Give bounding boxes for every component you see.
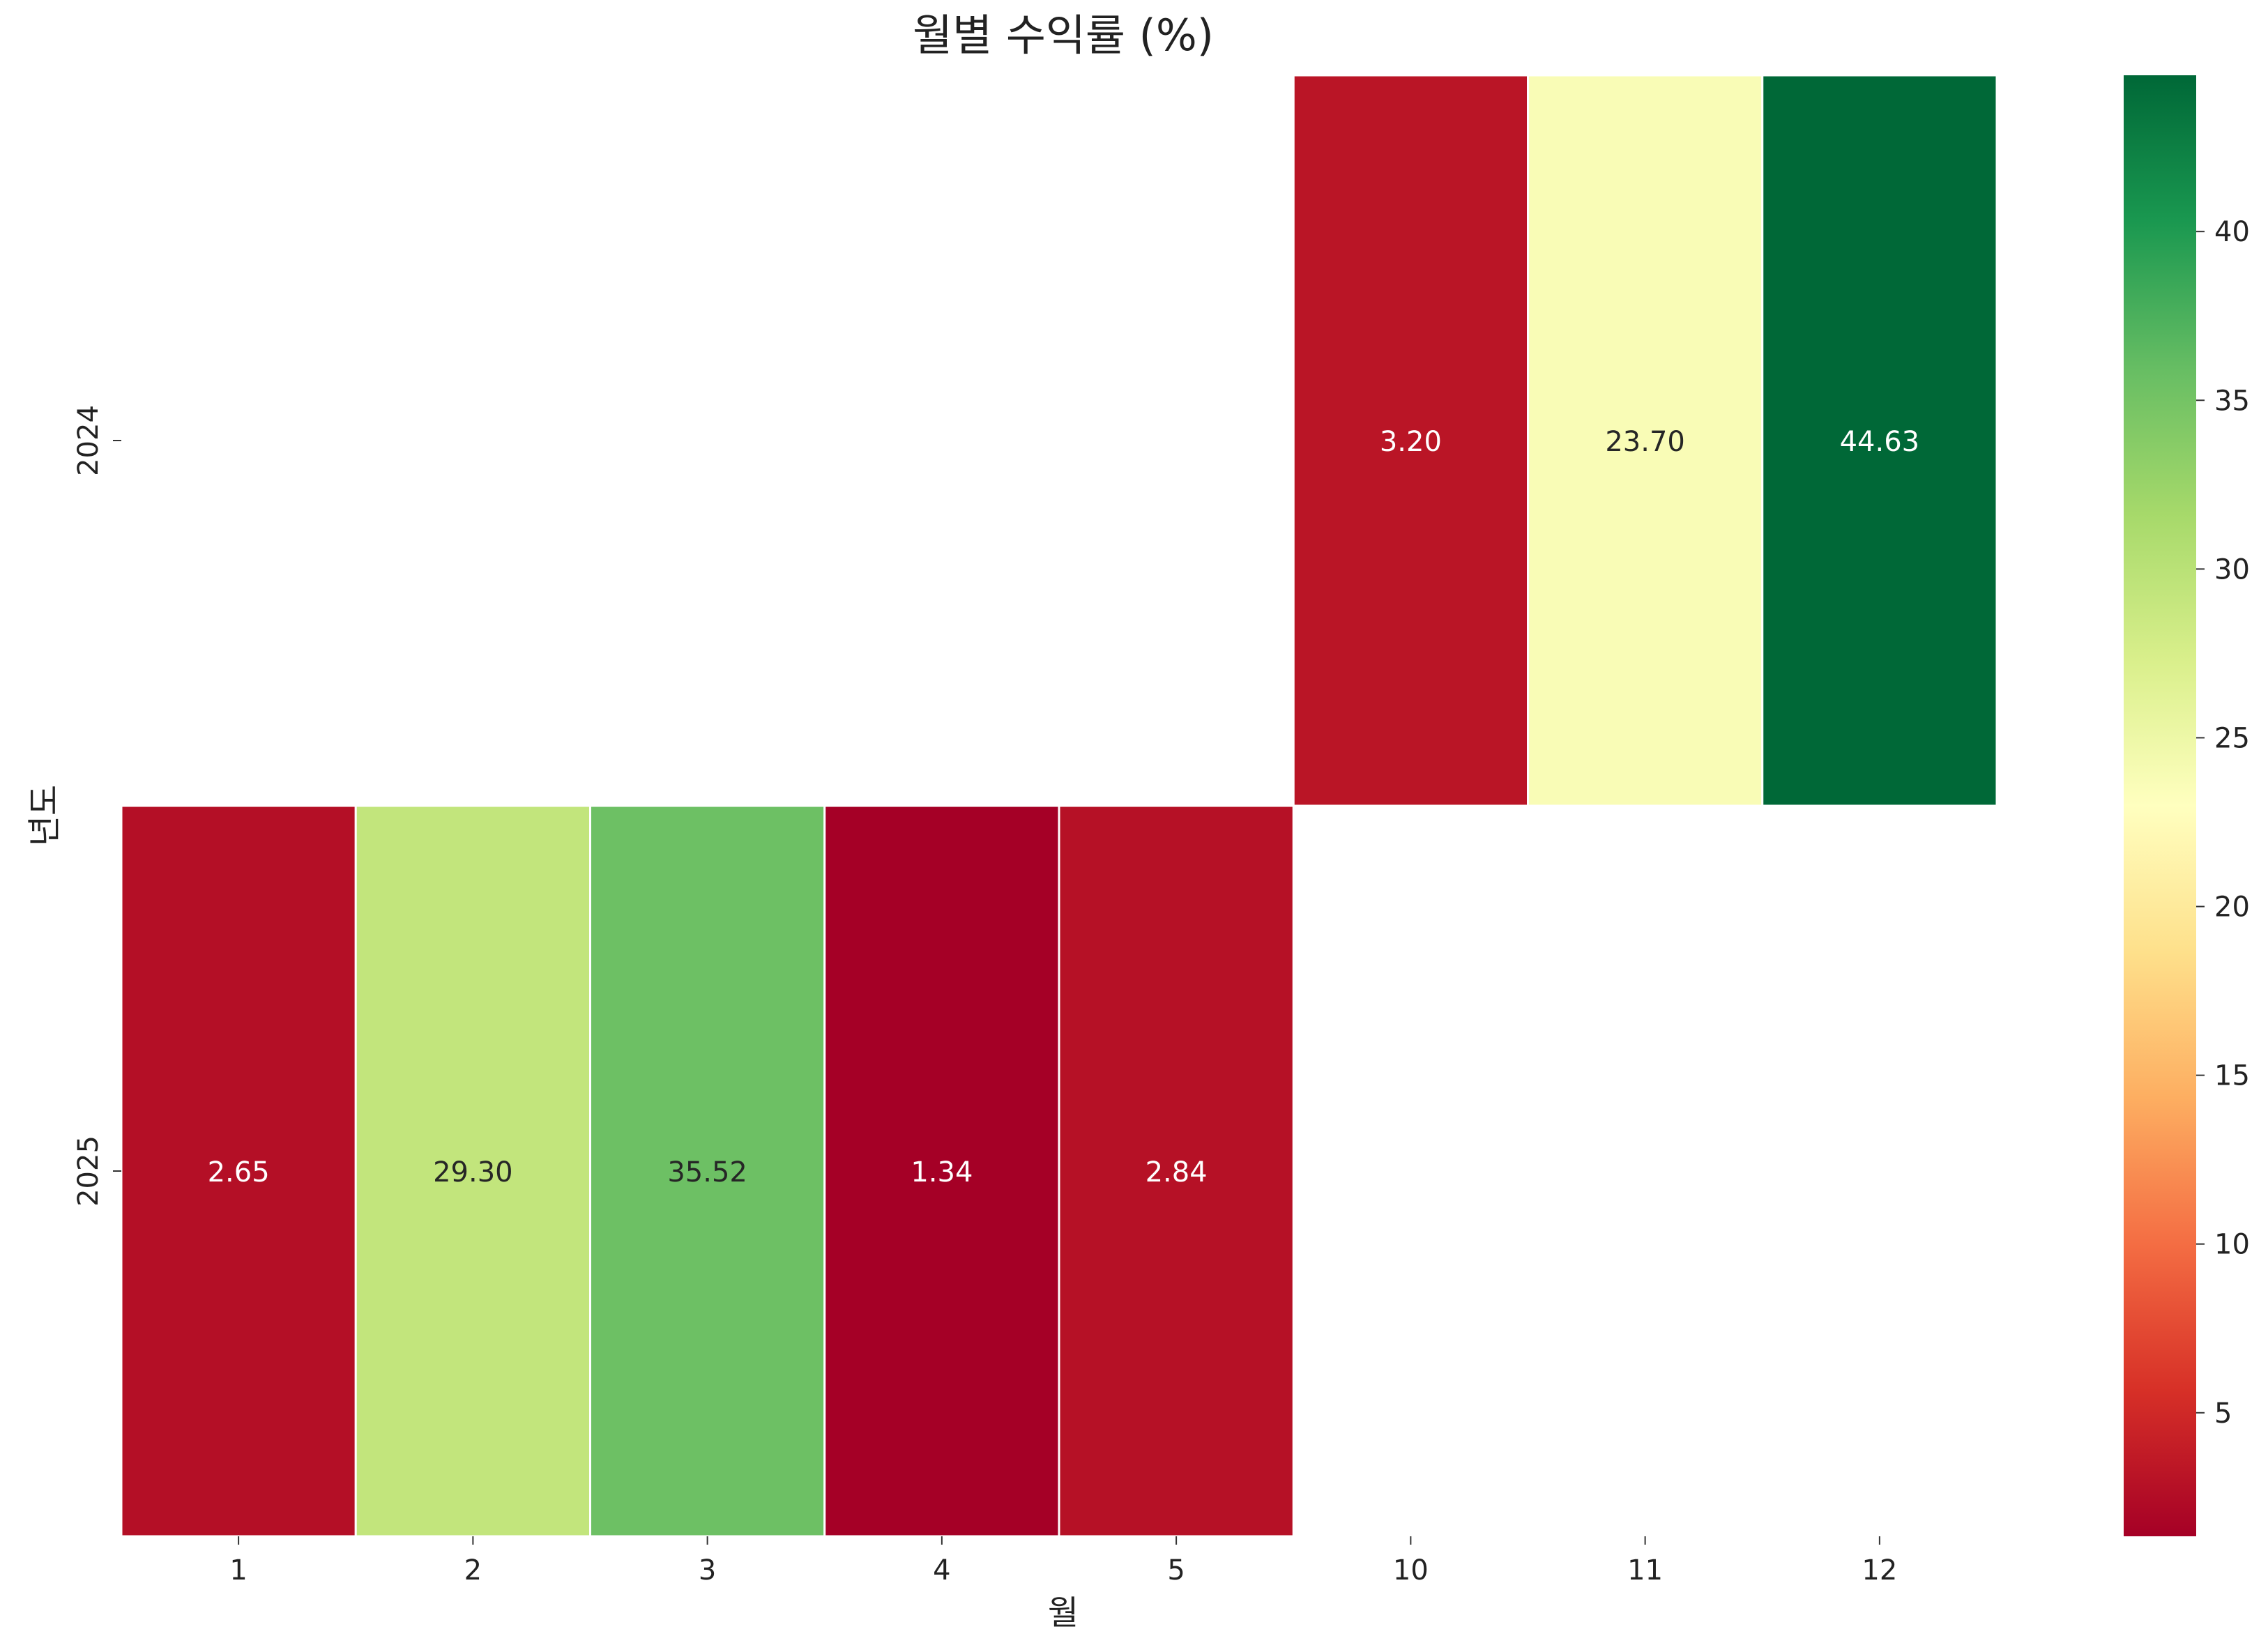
x-tick-label: 4 <box>933 1554 950 1586</box>
heatmap-cell-label: 35.52 <box>667 1156 747 1188</box>
x-tick-label: 12 <box>1862 1554 1897 1586</box>
colorbar-tick-label: 40 <box>2214 216 2250 248</box>
y-axis-label: 년도 <box>25 785 64 846</box>
y-tick-label: 2025 <box>73 1135 105 1207</box>
heatmap-cell <box>823 804 1060 1538</box>
colorbar-tick-label: 30 <box>2214 553 2250 586</box>
colorbar-gradient <box>2124 75 2196 1536</box>
heatmap-cell <box>1058 804 1295 1538</box>
heatmap-cell <box>1527 74 1764 807</box>
heatmap-cell <box>1761 74 1998 807</box>
chart-title: 월별 수익률 (%) <box>913 10 1214 61</box>
colorbar-tick-label: 15 <box>2214 1060 2250 1092</box>
heatmap-cell-label: 1.34 <box>911 1156 973 1188</box>
x-tick-label: 5 <box>1167 1554 1185 1586</box>
heatmap-cell-label: 3.20 <box>1380 426 1442 458</box>
colorbar-tick-label: 25 <box>2214 722 2250 754</box>
heatmap-cell-label: 2.84 <box>1146 1156 1208 1188</box>
colorbar: 5 10 15 20 25 30 35 40 <box>2124 75 2250 1536</box>
heatmap-cell <box>589 804 826 1538</box>
x-axis: 1 2 3 4 5 10 11 12 <box>229 1536 1897 1586</box>
x-tick-label: 3 <box>699 1554 716 1586</box>
y-tick-label: 2024 <box>73 405 105 476</box>
heatmap-cell-label: 23.70 <box>1605 426 1685 458</box>
colorbar-tick-label: 10 <box>2214 1229 2250 1261</box>
colorbar-tick-label: 5 <box>2214 1398 2232 1430</box>
heatmap-cells <box>120 74 1998 1538</box>
heatmap-cell <box>120 804 357 1538</box>
heatmap-cell-labels: 3.20 23.70 44.63 2.65 29.30 35.52 1.34 2.84 <box>208 426 1920 1188</box>
heatmap-cell-label: 29.30 <box>433 1156 513 1188</box>
colorbar-tick-label: 35 <box>2214 385 2250 417</box>
x-axis-label: 월 <box>1048 1593 1079 1632</box>
x-tick-label: 11 <box>1627 1554 1663 1586</box>
x-tick-label: 1 <box>229 1554 247 1586</box>
heatmap-cell <box>354 804 591 1538</box>
x-tick-label: 10 <box>1393 1554 1429 1586</box>
heatmap-cell-label: 44.63 <box>1840 426 1920 458</box>
y-axis: 2024 2025 <box>73 405 121 1207</box>
heatmap-cell <box>1292 74 1529 807</box>
x-tick-label: 2 <box>464 1554 482 1586</box>
colorbar-ticks: 5 10 15 20 25 30 35 40 <box>2196 216 2250 1430</box>
heatmap-cell-label: 2.65 <box>208 1156 270 1188</box>
colorbar-tick-label: 20 <box>2214 892 2250 924</box>
